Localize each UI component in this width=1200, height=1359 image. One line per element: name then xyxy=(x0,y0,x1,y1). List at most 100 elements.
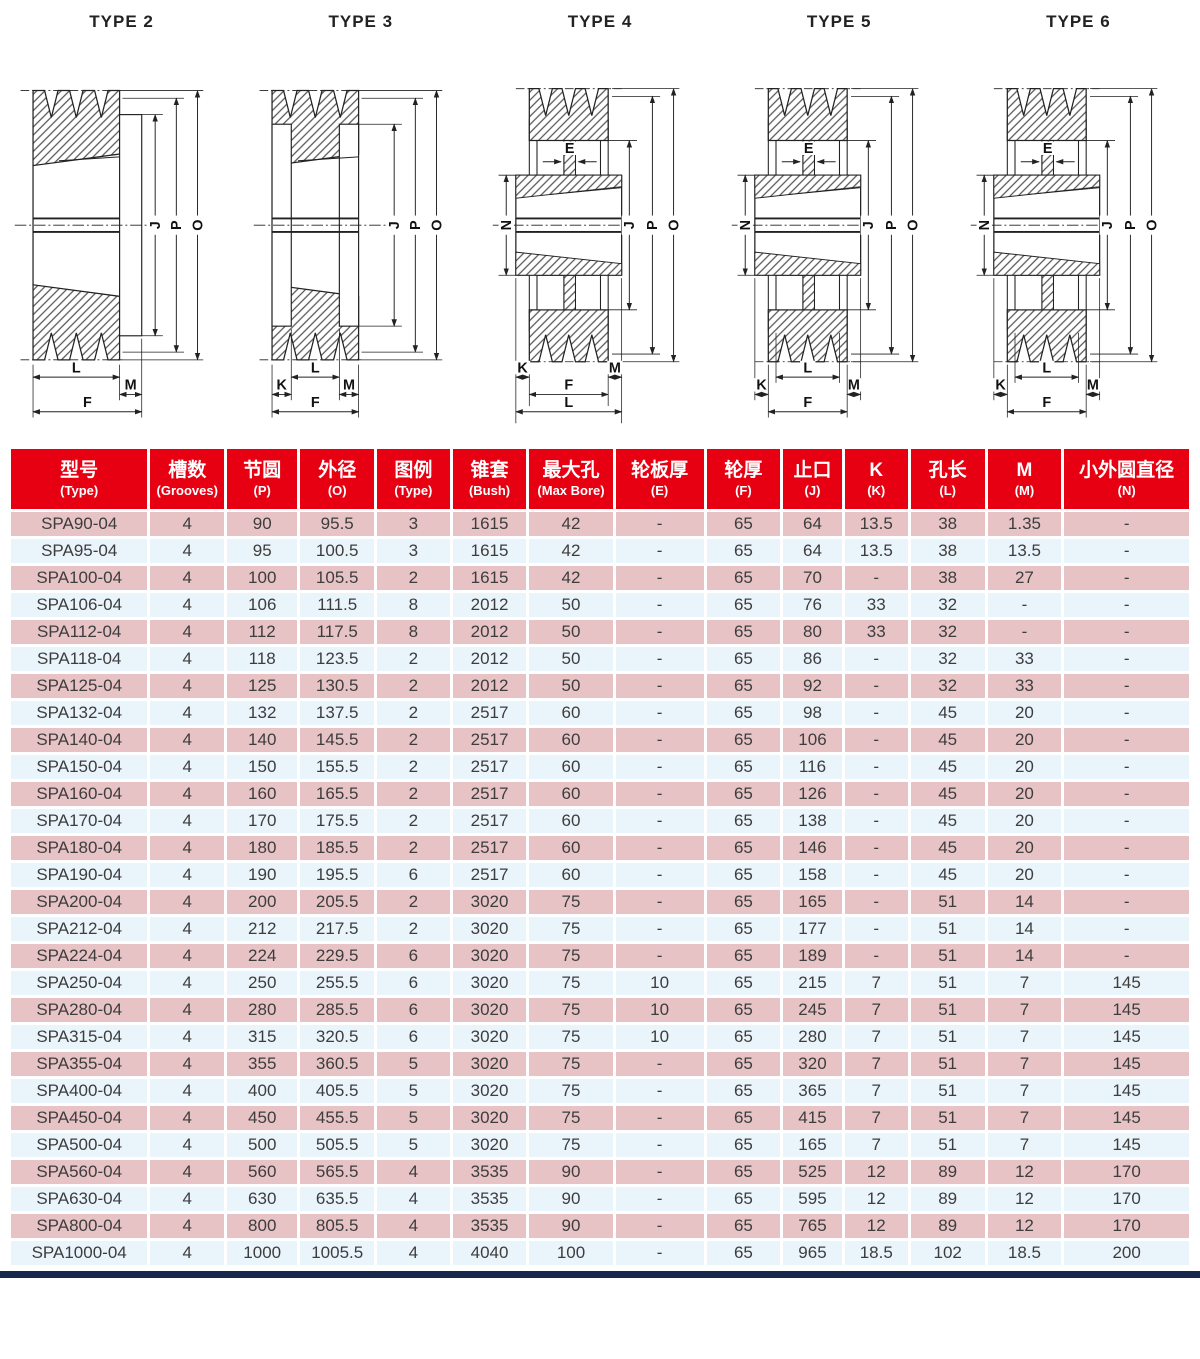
cell: 3020 xyxy=(449,968,530,998)
cell: - xyxy=(841,752,911,782)
cell: - xyxy=(612,1103,707,1133)
cell: 111.5 xyxy=(297,590,378,620)
cell: - xyxy=(1061,806,1192,836)
cell: 6 xyxy=(374,995,453,1025)
cell: SPA90-04 xyxy=(7,509,151,539)
svg-text:E: E xyxy=(1043,141,1053,157)
cell: 3 xyxy=(374,509,453,539)
cell: 51 xyxy=(907,968,988,998)
cell: 45 xyxy=(907,725,988,755)
table-row-SPA500-04: SPA500-04 4 500 505.5 5 3020 75-65 165 7 51 7 145 xyxy=(7,1130,1192,1160)
cell: 255.5 xyxy=(297,968,378,998)
column-header-0: 型号 (Type) xyxy=(7,446,151,512)
cell: - xyxy=(841,806,911,836)
cell: 4 xyxy=(147,536,228,566)
cell: 33 xyxy=(984,644,1065,674)
cell: 60 xyxy=(526,698,616,728)
cell: 4 xyxy=(374,1238,453,1268)
cell: 2012 xyxy=(449,671,530,701)
cell: SPA95-04 xyxy=(7,536,151,566)
pulley-cross-section-drawing-type2: J P O L M F xyxy=(14,89,206,418)
cell: 4 xyxy=(374,1184,453,1214)
cell: 165 xyxy=(780,1130,845,1160)
cell: 355 xyxy=(224,1049,301,1079)
cell: SPA150-04 xyxy=(7,752,151,782)
cell: 170 xyxy=(1061,1184,1192,1214)
cell: 215 xyxy=(780,968,845,998)
svg-text:F: F xyxy=(804,395,813,411)
cell: 123.5 xyxy=(297,644,378,674)
cell: SPA200-04 xyxy=(7,887,151,917)
svg-text:P: P xyxy=(884,220,900,230)
cell: 50 xyxy=(526,644,616,674)
cell: 13.5 xyxy=(841,536,911,566)
cell: 145.5 xyxy=(297,725,378,755)
cell: 45 xyxy=(907,833,988,863)
cell: 405.5 xyxy=(297,1076,378,1106)
cell: - xyxy=(1061,563,1192,593)
cell: 320.5 xyxy=(297,1022,378,1052)
pulley-cross-section-drawing-type6: E N J P O L K M F xyxy=(971,87,1161,418)
cell: 415 xyxy=(780,1103,845,1133)
cell: 90 xyxy=(224,509,301,539)
cell: 505.5 xyxy=(297,1130,378,1160)
cell: 45 xyxy=(907,752,988,782)
cell: - xyxy=(841,860,911,890)
cell: 4 xyxy=(147,806,228,836)
column-header-4: 图例 (Type) xyxy=(374,446,453,512)
cell: 2 xyxy=(374,914,453,944)
svg-text:P: P xyxy=(645,220,661,230)
table-row-SPA180-04: SPA180-04 4 180 185.5 2 2517 60-65 146-45 20- xyxy=(7,833,1192,863)
cell: SPA315-04 xyxy=(7,1022,151,1052)
cell: 3020 xyxy=(449,1130,530,1160)
column-header-en: (M) xyxy=(1014,483,1035,498)
cell: 137.5 xyxy=(297,698,378,728)
cell: 10 xyxy=(612,968,707,998)
cell: 3020 xyxy=(449,995,530,1025)
cell: - xyxy=(612,1049,707,1079)
column-header-en: (Bush) xyxy=(468,483,511,498)
cell: 3020 xyxy=(449,1049,530,1079)
cell: 100.5 xyxy=(297,536,378,566)
cell: 45 xyxy=(907,779,988,809)
cell: 800 xyxy=(224,1211,301,1241)
cell: 8 xyxy=(374,590,453,620)
table-row-SPA190-04: SPA190-04 4 190 195.5 6 2517 60-65 158-45 20- xyxy=(7,860,1192,890)
column-header-1: 槽数 (Grooves) xyxy=(147,446,228,512)
cell: 400 xyxy=(224,1076,301,1106)
svg-text:O: O xyxy=(906,220,922,231)
cell: 51 xyxy=(907,1076,988,1106)
cell: 65 xyxy=(703,1049,784,1079)
cell: 2 xyxy=(374,806,453,836)
cell: 20 xyxy=(984,779,1065,809)
cell: - xyxy=(612,536,707,566)
cell: 245 xyxy=(780,995,845,1025)
cell: 7 xyxy=(984,968,1065,998)
cell: 65 xyxy=(703,806,784,836)
cell: 450 xyxy=(224,1103,301,1133)
cell: 38 xyxy=(907,509,988,539)
cell: 51 xyxy=(907,914,988,944)
cell: 4 xyxy=(147,1130,228,1160)
svg-text:K: K xyxy=(996,378,1007,394)
table-row-SPA355-04: SPA355-04 4 355 360.5 5 3020 75-65 320 7 51 7 145 xyxy=(7,1049,1192,1079)
cell: 280 xyxy=(224,995,301,1025)
cell: 8 xyxy=(374,617,453,647)
cell: 7 xyxy=(984,1022,1065,1052)
svg-text:N: N xyxy=(499,220,515,230)
column-header-zh: 锥套 xyxy=(470,460,509,481)
cell: 20 xyxy=(984,833,1065,863)
cell: 95 xyxy=(224,536,301,566)
column-header-en: (P) xyxy=(253,483,271,498)
cell: 7 xyxy=(984,1103,1065,1133)
cell: 20 xyxy=(984,860,1065,890)
svg-text:M: M xyxy=(343,378,355,394)
cell: 12 xyxy=(841,1211,911,1241)
cell: 7 xyxy=(984,1076,1065,1106)
cell: 60 xyxy=(526,752,616,782)
cell: 45 xyxy=(907,698,988,728)
cell: 4 xyxy=(147,887,228,917)
cell: - xyxy=(984,617,1065,647)
